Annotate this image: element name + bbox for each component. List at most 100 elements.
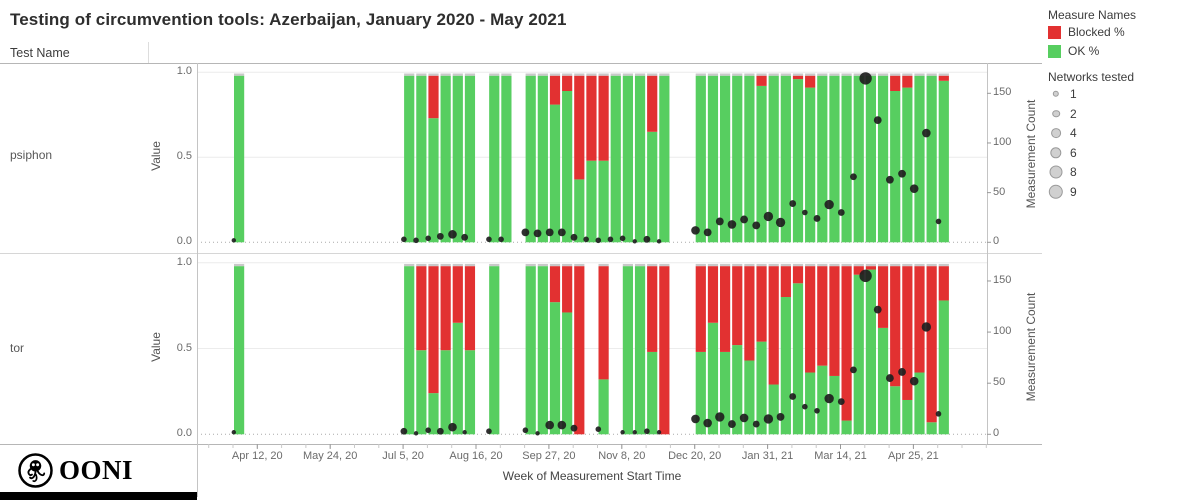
bar-blocked-segment-tor[interactable] [562, 266, 573, 313]
bar-ok-segment-psiphon[interactable] [805, 87, 816, 243]
networks-dot-psiphon[interactable] [935, 218, 942, 225]
bar-ok-segment-tor[interactable] [695, 351, 706, 435]
networks-dot-tor[interactable] [620, 430, 625, 435]
bar-ok-segment-psiphon[interactable] [549, 104, 561, 243]
bar-ok-segment-tor[interactable] [890, 386, 901, 435]
bar-ok-segment-psiphon[interactable] [489, 75, 500, 243]
bar-ok-segment-tor[interactable] [634, 266, 646, 435]
networks-dot-tor[interactable] [837, 398, 845, 405]
networks-dot-psiphon[interactable] [886, 175, 894, 184]
bar-ok-segment-psiphon[interactable] [501, 75, 512, 243]
bar-blocked-segment-psiphon[interactable] [756, 75, 767, 86]
networks-dot-tor[interactable] [400, 427, 408, 435]
bar-blocked-segment-psiphon[interactable] [428, 75, 439, 119]
bar-blocked-segment-tor[interactable] [452, 266, 463, 323]
networks-dot-psiphon[interactable] [498, 236, 504, 243]
bar-ok-segment-tor[interactable] [792, 283, 804, 435]
bar-ok-segment-tor[interactable] [865, 269, 876, 435]
bar-blocked-segment-tor[interactable] [756, 266, 767, 342]
bar-blocked-segment-psiphon[interactable] [805, 75, 816, 88]
bar-blocked-segment-psiphon[interactable] [549, 75, 561, 105]
bar-blocked-segment-tor[interactable] [744, 266, 755, 361]
bar-ok-segment-tor[interactable] [562, 312, 573, 435]
bar-ok-segment-psiphon[interactable] [537, 75, 548, 243]
networks-dot-psiphon[interactable] [802, 209, 808, 216]
bar-ok-segment-psiphon[interactable] [914, 75, 925, 243]
networks-dot-psiphon[interactable] [763, 211, 774, 222]
networks-dot-tor[interactable] [632, 430, 637, 435]
networks-dot-psiphon[interactable] [922, 128, 931, 138]
bar-blocked-segment-tor[interactable] [829, 266, 840, 376]
networks-dot-psiphon[interactable] [740, 215, 748, 224]
networks-dot-tor[interactable] [522, 427, 529, 434]
networks-dot-psiphon[interactable] [595, 237, 602, 244]
bar-ok-segment-psiphon[interactable] [440, 75, 451, 243]
networks-dot-psiphon[interactable] [656, 239, 662, 244]
networks-dot-psiphon[interactable] [413, 237, 419, 244]
bar-blocked-segment-tor[interactable] [464, 266, 476, 351]
networks-dot-tor[interactable] [545, 420, 554, 430]
networks-dot-tor[interactable] [436, 427, 444, 435]
bar-ok-segment-tor[interactable] [525, 266, 536, 435]
bar-ok-segment-tor[interactable] [452, 322, 463, 435]
bar-ok-segment-psiphon[interactable] [792, 79, 804, 243]
bar-ok-segment-tor[interactable] [622, 266, 633, 435]
networks-dot-psiphon[interactable] [461, 233, 469, 241]
bar-blocked-segment-tor[interactable] [598, 266, 609, 380]
networks-dot-psiphon[interactable] [850, 173, 857, 181]
bar-ok-segment-psiphon[interactable] [234, 75, 245, 243]
bar-ok-segment-tor[interactable] [720, 351, 731, 435]
networks-dot-psiphon[interactable] [789, 200, 797, 207]
bar-blocked-segment-tor[interactable] [720, 266, 731, 352]
bar-ok-segment-tor[interactable] [805, 372, 816, 435]
network-size-item[interactable]: 2 [1048, 106, 1077, 122]
bar-ok-segment-tor[interactable] [902, 399, 913, 435]
bar-ok-segment-psiphon[interactable] [428, 118, 439, 243]
bar-blocked-segment-tor[interactable] [659, 266, 670, 435]
networks-dot-psiphon[interactable] [837, 209, 845, 216]
network-size-item[interactable]: 1 [1048, 86, 1077, 102]
bar-ok-segment-tor[interactable] [416, 350, 427, 435]
bar-blocked-segment-tor[interactable] [805, 266, 816, 373]
bar-blocked-segment-psiphon[interactable] [562, 75, 573, 91]
networks-dot-tor[interactable] [802, 403, 808, 410]
legend-measure-item[interactable]: Blocked % [1048, 24, 1125, 40]
bar-blocked-segment-tor[interactable] [938, 266, 949, 301]
bar-ok-segment-tor[interactable] [234, 266, 245, 435]
networks-dot-tor[interactable] [814, 407, 820, 414]
bar-blocked-segment-tor[interactable] [780, 266, 791, 298]
networks-dot-tor[interactable] [595, 426, 602, 432]
networks-dot-psiphon[interactable] [859, 72, 872, 85]
networks-dot-tor[interactable] [570, 424, 578, 432]
networks-dot-psiphon[interactable] [448, 230, 457, 239]
networks-dot-psiphon[interactable] [583, 236, 589, 243]
bar-blocked-segment-tor[interactable] [817, 266, 828, 366]
bar-blocked-segment-tor[interactable] [914, 266, 925, 373]
bar-ok-segment-tor[interactable] [829, 375, 840, 435]
networks-dot-tor[interactable] [231, 430, 236, 435]
networks-dot-psiphon[interactable] [898, 169, 906, 178]
bar-ok-segment-tor[interactable] [428, 393, 439, 435]
networks-dot-psiphon[interactable] [643, 235, 651, 243]
networks-dot-tor[interactable] [486, 428, 492, 435]
networks-dot-psiphon[interactable] [632, 239, 637, 244]
bar-ok-segment-psiphon[interactable] [890, 91, 901, 243]
networks-dot-tor[interactable] [776, 413, 785, 421]
bar-blocked-segment-psiphon[interactable] [792, 75, 804, 80]
networks-dot-tor[interactable] [898, 368, 906, 376]
bar-ok-segment-psiphon[interactable] [865, 75, 876, 243]
bar-blocked-segment-tor[interactable] [440, 266, 451, 351]
bar-blocked-segment-tor[interactable] [732, 266, 743, 346]
networks-dot-psiphon[interactable] [521, 228, 530, 237]
networks-dot-tor[interactable] [935, 411, 942, 417]
bar-ok-segment-psiphon[interactable] [720, 75, 731, 243]
bar-ok-segment-psiphon[interactable] [610, 75, 621, 243]
bar-ok-segment-psiphon[interactable] [707, 75, 719, 243]
networks-dot-tor[interactable] [763, 414, 774, 424]
bar-blocked-segment-tor[interactable] [853, 266, 864, 275]
bar-ok-segment-tor[interactable] [938, 300, 949, 435]
networks-dot-tor[interactable] [850, 366, 857, 374]
networks-dot-psiphon[interactable] [727, 220, 737, 229]
network-size-item[interactable]: 9 [1048, 184, 1077, 200]
bar-blocked-segment-tor[interactable] [926, 266, 937, 423]
